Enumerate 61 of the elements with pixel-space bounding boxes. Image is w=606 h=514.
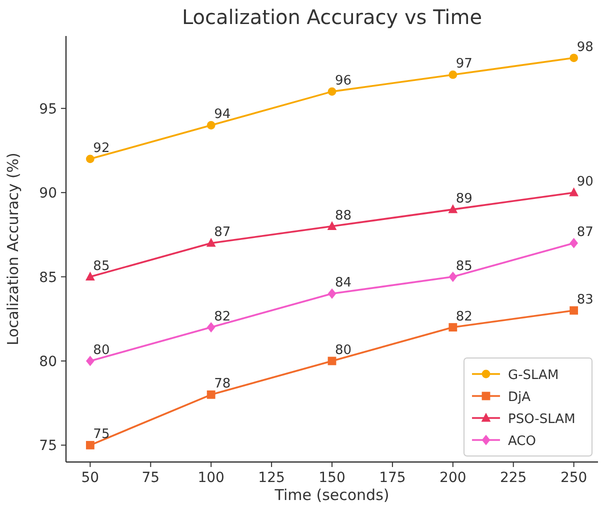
y-axis-title: Localization Accuracy (%) <box>4 152 22 346</box>
legend-label: G-SLAM <box>508 368 559 383</box>
legend-label: DjA <box>508 390 531 405</box>
point <box>328 288 336 299</box>
point <box>86 154 94 164</box>
point <box>327 221 337 230</box>
y-tick-label: 95 <box>39 101 57 118</box>
legend-label: ACO <box>508 434 536 449</box>
data-label: 84 <box>335 276 352 291</box>
data-label: 82 <box>456 309 472 324</box>
point <box>570 306 578 315</box>
point <box>448 272 458 282</box>
point <box>206 238 216 247</box>
data-label: 85 <box>456 258 472 274</box>
data-label: 85 <box>93 258 110 274</box>
point <box>328 356 336 366</box>
data-label: 88 <box>335 208 352 224</box>
data-label: 98 <box>576 40 594 55</box>
x-tick-label: 175 <box>379 470 406 486</box>
data-label: 78 <box>214 376 231 392</box>
x-axis-title: Time (seconds) <box>274 486 390 504</box>
point <box>86 356 94 366</box>
data-label: 75 <box>93 427 110 442</box>
point <box>570 54 578 62</box>
data-label: 82 <box>214 309 231 324</box>
x-tick-label: 75 <box>142 470 160 486</box>
data-label: 87 <box>214 225 231 240</box>
data-label: 89 <box>456 191 472 206</box>
point <box>206 390 216 399</box>
data-label: 94 <box>214 107 231 122</box>
x-tick-label: 250 <box>560 470 588 486</box>
x-tick-label: 50 <box>81 470 100 486</box>
x-tick-label: 125 <box>258 470 285 486</box>
data-label: 83 <box>576 292 594 308</box>
point <box>206 121 216 130</box>
x-tick-label: 225 <box>500 470 527 486</box>
point <box>86 440 94 450</box>
data-label: 87 <box>576 225 594 240</box>
point <box>570 238 578 248</box>
point <box>448 204 458 214</box>
legend-label: PSO-SLAM <box>508 412 576 427</box>
x-tick-label: 150 <box>318 470 346 486</box>
point <box>328 87 336 96</box>
data-label: 96 <box>335 74 352 89</box>
data-label: 80 <box>335 342 352 358</box>
data-label: 80 <box>93 342 110 358</box>
point <box>569 187 579 196</box>
point <box>85 272 95 280</box>
data-label: 97 <box>456 56 472 72</box>
x-tick-label: 200 <box>440 470 466 486</box>
point <box>448 323 458 332</box>
data-label: 90 <box>576 174 594 190</box>
data-label: 92 <box>93 140 110 156</box>
chart-title: Localization Accuracy vs Time <box>182 5 482 29</box>
y-tick-label: 90 <box>39 186 57 202</box>
y-tick-label: 85 <box>39 270 57 286</box>
y-tick-label: 80 <box>39 354 57 370</box>
y-tick-label: 75 <box>39 438 57 454</box>
x-tick-label: 100 <box>198 470 224 486</box>
point <box>206 322 216 332</box>
point <box>448 70 458 79</box>
